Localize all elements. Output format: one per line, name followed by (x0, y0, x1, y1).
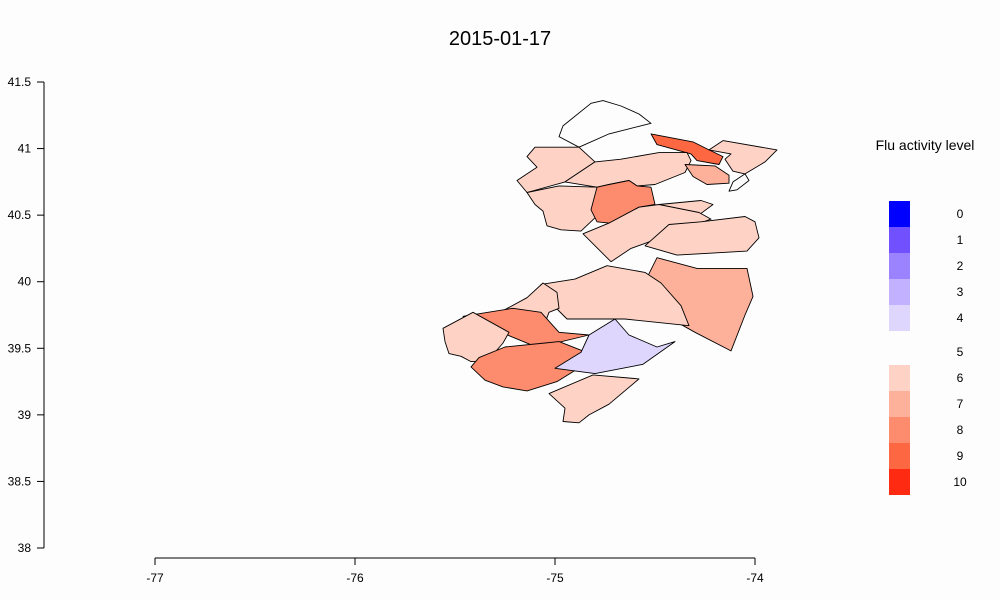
legend-level-label: 1 (957, 233, 964, 247)
legend-swatch (889, 417, 910, 443)
x-tick-label: -76 (346, 571, 364, 585)
legend: Flu activity level 0 1 2 3 4 5 6 7 8 9 10 (876, 137, 975, 495)
legend-title: Flu activity level (876, 137, 975, 153)
legend-swatch (889, 305, 910, 331)
y-tick-label: 39 (18, 408, 32, 422)
legend-swatch (889, 469, 910, 495)
legend-level-label: 3 (957, 285, 964, 299)
y-tick-label: 40 (18, 275, 32, 289)
legend-level-label: 6 (957, 371, 964, 385)
county-region (554, 318, 676, 375)
legend-swatch (889, 279, 910, 305)
legend-level-label: 8 (957, 423, 964, 437)
legend-level-label: 10 (953, 475, 967, 489)
legend-level-label: 5 (957, 345, 964, 359)
county-region (650, 133, 724, 165)
y-tick-label: 41 (18, 142, 32, 156)
county-region (526, 185, 610, 232)
county-regions (442, 100, 778, 424)
y-tick-label: 38.5 (8, 474, 32, 488)
y-tick-label: 40.5 (8, 208, 32, 222)
legend-level-label: 0 (957, 207, 964, 221)
y-tick-label: 39.5 (8, 341, 32, 355)
y-tick-label: 41.5 (8, 75, 32, 89)
legend-swatch (889, 201, 910, 227)
x-tick-label: -74 (746, 571, 764, 585)
y-tick-label: 38 (18, 541, 32, 555)
legend-swatch (889, 365, 910, 391)
county-region (540, 265, 690, 327)
y-axis: 41.5 41 40.5 40 39.5 39 38.5 38 (8, 75, 45, 555)
legend-level-label: 9 (957, 449, 964, 463)
county-region (684, 164, 730, 185)
legend-level-label: 7 (957, 397, 964, 411)
county-region (558, 100, 652, 148)
x-tick-label: -77 (146, 571, 164, 585)
county-region (708, 140, 778, 175)
x-tick-label: -75 (546, 571, 564, 585)
county-region (644, 216, 760, 256)
legend-level-label: 2 (957, 259, 964, 273)
legend-swatch (889, 253, 910, 279)
county-region (548, 374, 640, 424)
county-region (442, 311, 510, 363)
chart-title: 2015-01-17 (449, 28, 551, 50)
legend-swatch (889, 227, 910, 253)
legend-swatch (889, 391, 910, 417)
x-axis: -77 -76 -75 -74 (146, 557, 764, 585)
legend-level-label: 4 (957, 311, 964, 325)
legend-swatch (889, 443, 910, 469)
county-region (728, 173, 750, 192)
